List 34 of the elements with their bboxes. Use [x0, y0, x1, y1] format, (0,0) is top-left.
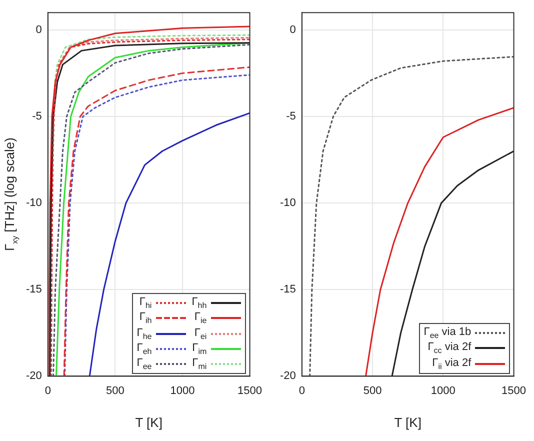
x-axis-title: T [K]	[135, 414, 162, 430]
y-tick-label: 0	[290, 24, 296, 36]
legend-label: Γ$_{hi}$	[139, 296, 152, 310]
line-series	[309, 56, 514, 376]
y-tick-label: -10	[26, 197, 42, 210]
y-tick-label: -20	[280, 370, 296, 382]
y-tick-label: -5	[286, 110, 296, 123]
legend-label: Γ$_{ee}$	[136, 356, 152, 372]
x-tick-label: 0	[298, 384, 305, 397]
x-tick-label: 1000	[430, 384, 456, 397]
x-tick-label: 1000	[170, 384, 195, 397]
y-tick-label: 0	[36, 24, 42, 36]
x-tick-label: 1500	[502, 384, 526, 397]
y-tick-label: -10	[280, 197, 296, 210]
legend-label: Γ$_{hh}$	[192, 296, 207, 310]
legend-label: Γ$_{ii}$ via 2f	[432, 356, 472, 371]
y-tick-label: -15	[280, 284, 296, 296]
x-axis-title: T [K]	[394, 414, 422, 430]
legend-label: Γ$_{ih}$	[139, 311, 152, 326]
legend-label: Γ$_{mi}$	[192, 356, 207, 372]
legend-label: Γ$_{he}$	[136, 326, 152, 341]
legend-label: Γ$_{ei}$	[194, 326, 207, 341]
legend-label: Γ$_{ee}$ via 1b	[424, 326, 472, 340]
x-tick-label: 1500	[238, 384, 262, 397]
x-tick-label: 500	[363, 384, 382, 397]
x-tick-label: 0	[44, 384, 51, 397]
x-tick-label: 500	[106, 384, 124, 397]
legend-label: Γ$_{eh}$	[136, 342, 152, 356]
legend-label: Γ$_{cc}$ via 2f	[428, 341, 472, 356]
y-tick-label: -20	[26, 370, 42, 382]
y-tick-label: -15	[26, 284, 42, 296]
legend-label: Γ$_{ie}$	[194, 311, 207, 326]
y-tick-label: -5	[32, 110, 42, 123]
legend-label: Γ$_{im}$	[192, 342, 207, 356]
